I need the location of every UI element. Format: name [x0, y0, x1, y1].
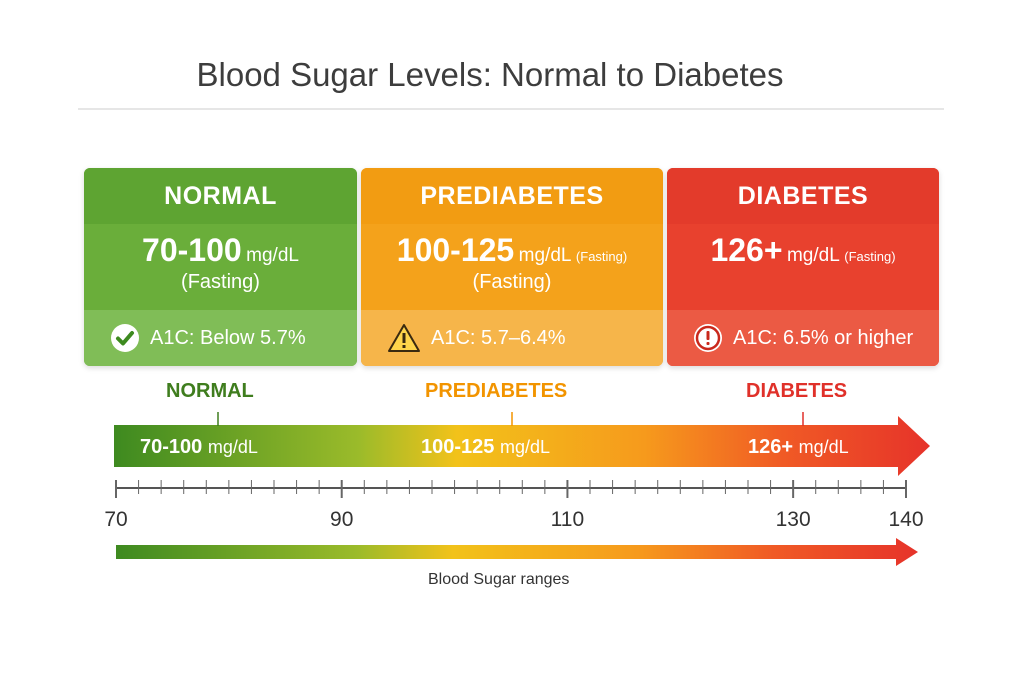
- card-normal: NORMAL 70-100 mg/dL (Fasting) A1C: Below…: [84, 168, 357, 366]
- card-normal-range-unit: mg/dL: [246, 245, 299, 266]
- check-circle-icon: [110, 323, 140, 353]
- exclamation-circle-icon: [693, 323, 723, 353]
- arrow-range-prediabetes-value: 100-125: [421, 436, 495, 458]
- main-gradient-arrow: [114, 416, 930, 476]
- axis-label-140: 140: [888, 508, 924, 531]
- card-diabetes-range-unit: mg/dL: [786, 245, 840, 266]
- arrow-range-normal-unit: mg/dL: [207, 437, 258, 457]
- card-normal-heading: NORMAL: [84, 168, 357, 224]
- card-diabetes: DIABETES 126+ mg/dL (Fasting) A1C: 6.5% …: [667, 168, 939, 366]
- card-normal-a1c-row: A1C: Below 5.7%: [84, 310, 357, 366]
- card-prediabetes-range-unit: mg/dL: [518, 245, 572, 266]
- card-diabetes-range: 126+ mg/dL (Fasting): [667, 232, 939, 269]
- card-prediabetes-a1c: A1C: 5.7–6.4%: [431, 326, 566, 349]
- card-prediabetes-range-value: 100-125: [396, 232, 515, 268]
- card-prediabetes-range: 100-125 mg/dL (Fasting): [361, 232, 663, 269]
- arrow-range-normal: 70-100 mg/dL: [140, 436, 258, 459]
- arrow-range-prediabetes-unit: mg/dL: [499, 437, 550, 457]
- title-divider: [78, 108, 944, 110]
- card-prediabetes: PREDIABETES 100-125 mg/dL (Fasting) (Fas…: [361, 168, 663, 366]
- card-prediabetes-heading: PREDIABETES: [361, 168, 663, 224]
- card-prediabetes-a1c-row: A1C: 5.7–6.4%: [361, 310, 663, 366]
- arrow-range-diabetes-value: 126+: [748, 436, 794, 458]
- arrow-range-diabetes: 126+ mg/dL: [748, 436, 849, 459]
- card-diabetes-heading: DIABETES: [667, 168, 939, 224]
- arrow-range-diabetes-unit: mg/dL: [798, 437, 849, 457]
- axis-label-90: 90: [330, 508, 354, 531]
- card-diabetes-unit-note: (Fasting): [844, 249, 896, 264]
- card-prediabetes-fasting: (Fasting): [472, 271, 552, 293]
- arrow-range-normal-value: 70-100: [140, 436, 203, 458]
- card-diabetes-a1c: A1C: 6.5% or higher: [733, 326, 914, 349]
- arrow-range-prediabetes: 100-125 mg/dL: [421, 436, 550, 459]
- card-normal-fasting: (Fasting): [181, 271, 260, 293]
- axis-label-110: 110: [550, 508, 585, 531]
- card-normal-range: 70-100 mg/dL: [84, 232, 357, 269]
- warning-triangle-icon: [387, 323, 421, 353]
- card-prediabetes-unit-note: (Fasting): [575, 249, 628, 264]
- card-diabetes-range-value: 126+: [710, 232, 783, 268]
- card-diabetes-a1c-row: A1C: 6.5% or higher: [667, 310, 939, 366]
- scale-zone-label-normal: NORMAL: [166, 380, 254, 402]
- page-title: Blood Sugar Levels: Normal to Diabetes: [196, 56, 784, 93]
- axis-label-130: 130: [775, 508, 811, 531]
- scale-caption: Blood Sugar ranges: [428, 571, 570, 588]
- card-normal-range-value: 70-100: [142, 232, 242, 268]
- scale-zone-label-prediabetes: PREDIABETES: [425, 380, 568, 402]
- scale-zone-label-diabetes: DIABETES: [746, 380, 848, 402]
- caption-gradient-arrow: [116, 538, 918, 566]
- card-normal-a1c: A1C: Below 5.7%: [150, 326, 306, 349]
- axis-label-70: 70: [104, 508, 128, 531]
